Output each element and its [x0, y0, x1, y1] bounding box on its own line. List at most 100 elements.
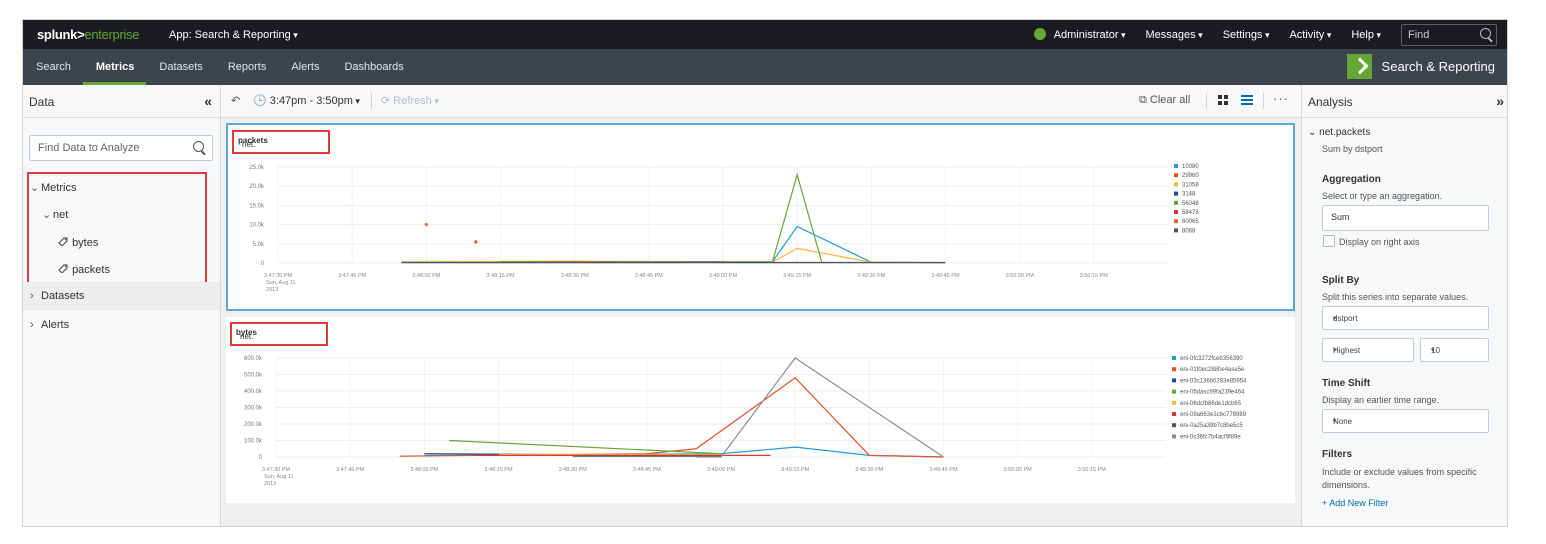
- legend-label: eni-09a663e3c6c778989: [1180, 412, 1247, 418]
- legend-label: 58478: [1182, 210, 1199, 216]
- time-range-picker[interactable]: 🕒 3:47pm - 3:50pm: [253, 94, 360, 107]
- messages-menu[interactable]: Messages: [1146, 29, 1203, 41]
- x-tick-label: 3:47:30 PM: [264, 273, 293, 279]
- tab-reports[interactable]: Reports: [227, 61, 267, 73]
- chevron-right-icon: ›: [30, 290, 34, 302]
- settings-menu[interactable]: Settings: [1223, 29, 1270, 41]
- legend-label: 56048: [1182, 201, 1199, 207]
- find-data-input[interactable]: Find Data to Analyze: [29, 135, 213, 161]
- time-shift-select[interactable]: None ▾: [1322, 409, 1489, 433]
- legend-swatch: [1172, 434, 1176, 439]
- chevron-down-icon: ⌄: [30, 182, 40, 194]
- search-icon: [1480, 27, 1491, 39]
- x-tick-label: 3:48:15 PM: [484, 467, 513, 473]
- tab-dashboards[interactable]: Dashboards: [344, 61, 404, 73]
- legend-label: 60065: [1182, 219, 1199, 225]
- series-line: [449, 439, 722, 455]
- analysis-metric[interactable]: ⌄ net.packets: [1308, 127, 1371, 138]
- legend-swatch: [1172, 400, 1176, 405]
- tree-bytes[interactable]: bytes: [57, 235, 98, 249]
- x-tick-label: 3:50:00 PM: [1004, 467, 1033, 473]
- aggregation-heading: Aggregation: [1322, 174, 1381, 185]
- x-tick-label: 3:49:30 PM: [855, 467, 884, 473]
- chart-panel-bytes[interactable]: net. bytes 600.0k 500.0k 400.0k 300.0k 200.0k…: [226, 317, 1295, 503]
- x-tick-label: 3:49:30 PM: [857, 273, 886, 279]
- tab-metrics[interactable]: Metrics: [82, 49, 147, 85]
- grid-view-icon[interactable]: [1218, 95, 1229, 106]
- legend-label: eni-01f0ec2880e4ase5e: [1180, 367, 1245, 373]
- legend-label: eni-0fc3272fceb356390: [1180, 356, 1243, 362]
- x-tick-label: 3:50:15 PM: [1078, 467, 1107, 473]
- x-tick-label: Sun, Aug 11: [266, 280, 296, 286]
- tree-metrics[interactable]: ⌄ Metrics: [30, 182, 77, 194]
- analysis-title: Analysis: [1308, 95, 1353, 109]
- clear-all-button[interactable]: ⧉ Clear all: [1139, 94, 1191, 106]
- x-tick-label: 3:48:30 PM: [559, 467, 588, 473]
- highest-select[interactable]: Highest ▾: [1322, 338, 1414, 362]
- chart-title-packets: net. packets: [232, 130, 330, 154]
- analysis-panel: Analysis » ⌄ net.packets Sum by dstport …: [1301, 85, 1507, 526]
- limit-select[interactable]: 10 ▾: [1420, 338, 1489, 362]
- add-new-filter-link[interactable]: + Add New Filter: [1322, 498, 1389, 508]
- legend-swatch: [1174, 164, 1178, 168]
- x-tick-label: 3:48:00 PM: [412, 273, 441, 279]
- list-view-icon[interactable]: [1241, 95, 1253, 106]
- find-input[interactable]: Find: [1401, 23, 1497, 46]
- x-tick-label: 3:50:00 PM: [1006, 273, 1035, 279]
- series-line: [401, 247, 946, 264]
- y-tick-label: 600.0k: [244, 356, 263, 362]
- status-dot-icon: [1033, 28, 1046, 40]
- legend-swatch: [1174, 200, 1178, 205]
- x-tick-label: 3:48:00 PM: [410, 467, 439, 473]
- time-shift-hint: Display an earlier time range.: [1322, 395, 1440, 405]
- legend-label: eni-0a25a39b7c8be5c5: [1180, 423, 1243, 429]
- activity-menu[interactable]: Activity: [1289, 29, 1331, 41]
- search-icon: [193, 141, 204, 152]
- x-tick-label: 3:48:30 PM: [561, 273, 590, 279]
- filters-heading: Filters: [1322, 449, 1353, 460]
- collapse-right-icon[interactable]: »: [1496, 93, 1504, 109]
- display-right-axis-checkbox[interactable]: [1323, 235, 1335, 247]
- undo-icon[interactable]: ↶: [231, 95, 241, 107]
- tree-net[interactable]: ⌄ net: [42, 209, 69, 221]
- tab-search[interactable]: Search: [36, 61, 71, 73]
- app-menu[interactable]: App: Search & Reporting: [169, 29, 298, 41]
- tree-datasets[interactable]: › Datasets: [30, 290, 85, 302]
- tree-alerts[interactable]: › Alerts: [30, 319, 70, 331]
- x-tick-label: 3:49:00 PM: [707, 467, 736, 473]
- chevron-down-icon: ⌄: [42, 209, 52, 221]
- help-menu[interactable]: Help: [1351, 29, 1381, 41]
- y-tick-label: 0: [261, 261, 265, 267]
- tab-datasets[interactable]: Datasets: [159, 61, 203, 73]
- legend-swatch: [1174, 228, 1178, 233]
- series-point: [424, 223, 428, 227]
- refresh-button[interactable]: ⟳ Refresh: [381, 94, 439, 107]
- aggregation-input[interactable]: Sum: [1322, 205, 1489, 231]
- aggregation-hint: Select or type an aggregation.: [1322, 191, 1443, 201]
- legend-label: 29960: [1182, 173, 1199, 179]
- x-tick-label: 3:48:15 PM: [486, 273, 515, 279]
- x-tick-label: 3:50:15 PM: [1080, 273, 1109, 279]
- legend-swatch: [1172, 356, 1176, 360]
- chart-bytes: 600.0k 500.0k 400.0k 300.0k 200.0k 100.0k 0 3:4…: [244, 356, 1247, 487]
- y-tick-label: 10.0k: [249, 223, 265, 229]
- split-by-heading: Split By: [1322, 275, 1360, 286]
- tree-packets[interactable]: packets: [57, 262, 110, 276]
- legend-swatch: [1172, 423, 1176, 428]
- legend-label: 31058: [1182, 182, 1199, 188]
- x-tick-label: 3:47:45 PM: [336, 467, 365, 473]
- y-tick-label: 500.0k: [244, 373, 263, 379]
- x-tick-label: 3:48:45 PM: [635, 273, 664, 279]
- splunk-logo[interactable]: splunk>enterprise: [37, 27, 140, 42]
- split-by-select[interactable]: dstport ▾: [1322, 306, 1489, 330]
- chart-packets: 25.0k 20.0k 15.0k 10.0k 5.0k 0 3:47:30 PM 3:47:…: [249, 164, 1199, 293]
- x-tick-label: 2013: [266, 287, 278, 293]
- tab-alerts[interactable]: Alerts: [291, 61, 320, 73]
- chart-panel-packets[interactable]: net. packets 25.0k 20.0k 15.0k 10.0k 5.0k 0 3:4…: [226, 123, 1295, 311]
- collapse-left-icon[interactable]: «: [204, 93, 212, 109]
- datasets-row[interactable]: [23, 282, 220, 310]
- app-window: splunk>enterprise App: Search & Reportin…: [22, 19, 1508, 527]
- user-menu[interactable]: Administrator: [1033, 28, 1126, 41]
- analysis-metric-sub: Sum by dstport: [1322, 144, 1383, 154]
- more-options-icon[interactable]: ···: [1273, 91, 1289, 106]
